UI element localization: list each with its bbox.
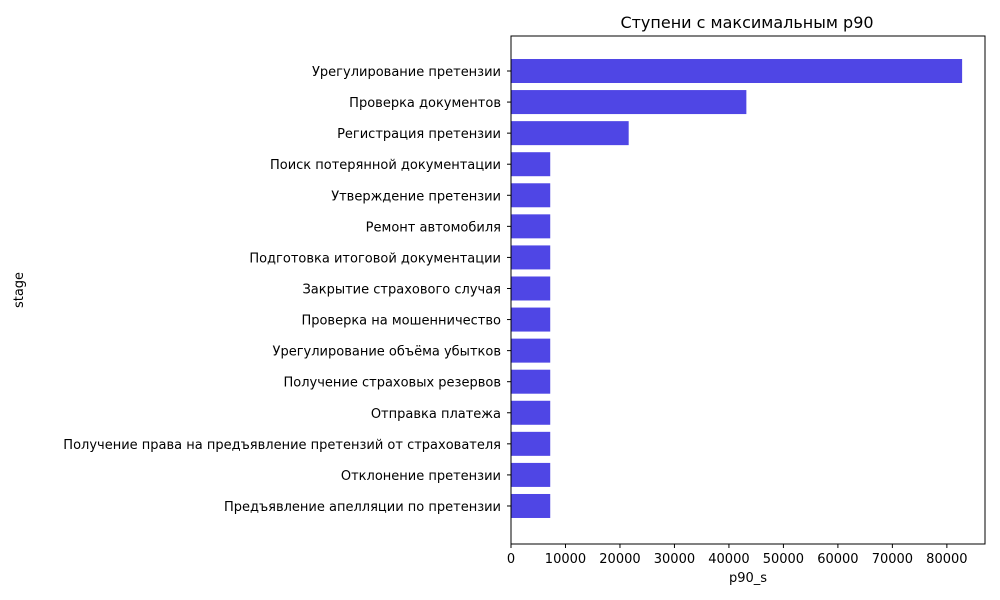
y-tick-label: Поиск потерянной документации <box>270 158 501 173</box>
x-tick-label: 60000 <box>817 552 858 567</box>
bar <box>511 245 551 270</box>
x-tick-labels: 0 10000 20000 30000 40000 50000 60000 70000 8000… <box>507 544 968 567</box>
x-tick-label: 20000 <box>599 552 640 567</box>
y-tick-label: Урегулирование претензии <box>312 65 501 80</box>
y-tick-label: Предъявление апелляции по претензии <box>224 500 501 515</box>
bar <box>511 400 551 425</box>
bar <box>511 338 551 363</box>
x-tick-label: 70000 <box>872 552 913 567</box>
bar <box>511 369 551 394</box>
y-axis-title: stage <box>12 272 27 308</box>
bar <box>511 214 551 239</box>
y-tick-label: Ремонт автомобиля <box>366 220 501 235</box>
bar <box>511 493 551 518</box>
y-tick-label: Отправка платежа <box>371 407 501 422</box>
bar <box>511 431 551 456</box>
x-tick-label: 40000 <box>708 552 749 567</box>
y-tick-label: Получение страховых резервов <box>283 376 501 391</box>
bar <box>511 59 963 83</box>
y-tick-label: Утверждение претензии <box>331 189 501 204</box>
y-tick-label: Отклонение претензии <box>341 469 501 484</box>
bar <box>511 462 551 487</box>
bar <box>511 276 551 301</box>
y-tick-label: Урегулирование объёма убытков <box>273 345 501 360</box>
y-tick-label: Проверка на мошенничество <box>301 314 501 329</box>
bar <box>511 183 551 208</box>
y-tick-label: Подготовка итоговой документации <box>249 251 501 266</box>
bars-layer <box>511 59 963 518</box>
y-tick-labels: Урегулирование претензии Проверка докумен… <box>63 65 511 515</box>
x-tick-label: 80000 <box>926 552 967 567</box>
bar <box>511 307 551 332</box>
chart-title: Ступени с максимальным p90 <box>620 13 873 32</box>
x-tick-label: 10000 <box>545 552 586 567</box>
y-tick-label: Получение права на предъявление претензи… <box>63 438 501 453</box>
x-tick-label: 30000 <box>654 552 695 567</box>
x-tick-label: 0 <box>507 552 515 567</box>
bar <box>511 90 747 115</box>
y-tick-label: Проверка документов <box>349 96 501 111</box>
x-axis-title: p90_s <box>729 571 767 586</box>
plot-frame <box>510 35 986 545</box>
y-tick-label: Закрытие страхового случая <box>302 282 501 297</box>
bar <box>511 152 551 177</box>
x-tick-label: 50000 <box>763 552 804 567</box>
y-tick-label: Регистрация претензии <box>337 127 501 142</box>
bar <box>511 121 629 146</box>
